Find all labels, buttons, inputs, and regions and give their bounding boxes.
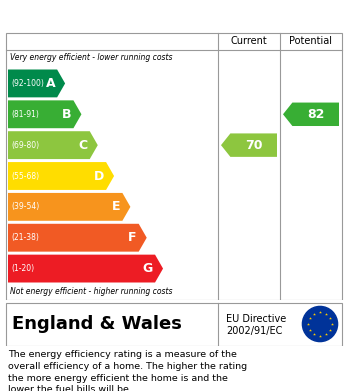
Text: (81-91): (81-91) (11, 110, 39, 119)
Text: G: G (143, 262, 153, 275)
Text: Energy Efficiency Rating: Energy Efficiency Rating (10, 9, 221, 23)
Text: E: E (112, 200, 120, 213)
Polygon shape (8, 224, 147, 252)
Text: (69-80): (69-80) (11, 141, 39, 150)
Polygon shape (8, 131, 98, 159)
Polygon shape (283, 102, 339, 126)
Polygon shape (8, 100, 81, 128)
Text: 2002/91/EC: 2002/91/EC (226, 326, 282, 335)
Text: (1-20): (1-20) (11, 264, 34, 273)
Polygon shape (221, 133, 277, 157)
Text: (55-68): (55-68) (11, 172, 39, 181)
Text: A: A (46, 77, 55, 90)
Text: Potential: Potential (290, 36, 332, 46)
Text: EU Directive: EU Directive (226, 314, 286, 324)
Text: Not energy efficient - higher running costs: Not energy efficient - higher running co… (10, 287, 173, 296)
Text: C: C (79, 139, 88, 152)
Text: 70: 70 (245, 139, 262, 152)
Text: Current: Current (231, 36, 267, 46)
Text: (92-100): (92-100) (11, 79, 44, 88)
Text: Very energy efficient - lower running costs: Very energy efficient - lower running co… (10, 54, 173, 63)
Text: (39-54): (39-54) (11, 203, 39, 212)
Polygon shape (8, 255, 163, 283)
Text: (21-38): (21-38) (11, 233, 39, 242)
Polygon shape (8, 162, 114, 190)
Circle shape (302, 307, 338, 342)
Text: The energy efficiency rating is a measure of the
overall efficiency of a home. T: The energy efficiency rating is a measur… (8, 350, 247, 391)
Text: England & Wales: England & Wales (12, 315, 182, 333)
Text: B: B (62, 108, 71, 121)
Polygon shape (8, 70, 65, 97)
Text: D: D (94, 170, 104, 183)
Polygon shape (8, 193, 130, 221)
Text: F: F (128, 231, 137, 244)
Text: 82: 82 (307, 108, 324, 121)
